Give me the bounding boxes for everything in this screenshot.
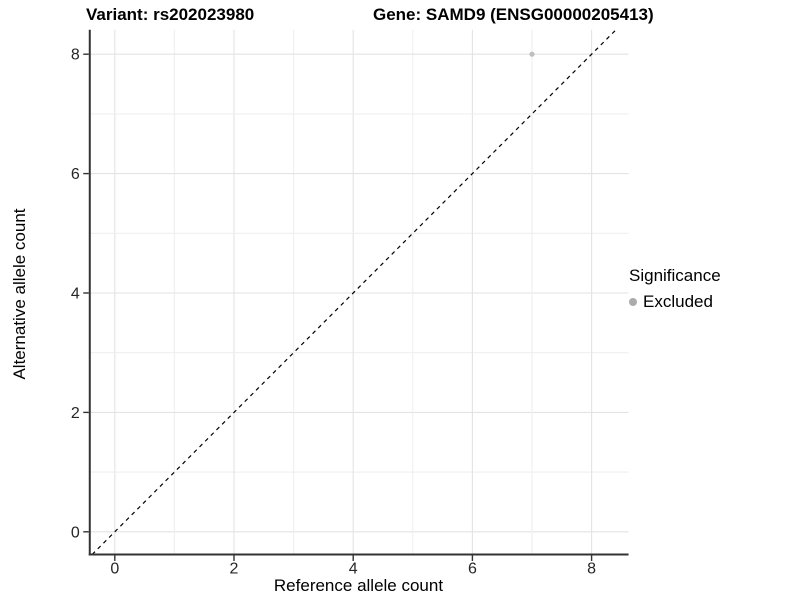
legend-item-label: Excluded <box>643 292 713 311</box>
y-tick-label: 6 <box>71 166 80 183</box>
y-tick-label: 2 <box>71 405 80 422</box>
data-point <box>529 51 535 57</box>
y-tick-label: 0 <box>71 524 80 541</box>
x-axis-title: Reference allele count <box>273 576 444 595</box>
y-axis-title: Alternative allele count <box>10 208 29 380</box>
x-tick-label: 8 <box>587 560 596 577</box>
legend: Significance Excluded <box>629 266 721 312</box>
x-tick-label: 4 <box>349 560 358 577</box>
panel-background <box>89 29 629 555</box>
variant-title: Variant: rs202023980 <box>86 5 255 24</box>
legend-point-icon <box>629 298 637 306</box>
legend-title: Significance <box>629 266 721 285</box>
legend-items: Excluded <box>629 292 721 312</box>
y-tick-label: 8 <box>71 47 80 64</box>
x-tick-label: 6 <box>468 560 477 577</box>
x-tick-label: 0 <box>110 560 119 577</box>
legend-item: Excluded <box>629 292 721 312</box>
y-tick-label: 4 <box>71 286 80 303</box>
gene-title: Gene: SAMD9 (ENSG00000205413) <box>373 5 654 24</box>
x-tick-label: 2 <box>230 560 239 577</box>
identity-reference-line <box>91 29 617 555</box>
